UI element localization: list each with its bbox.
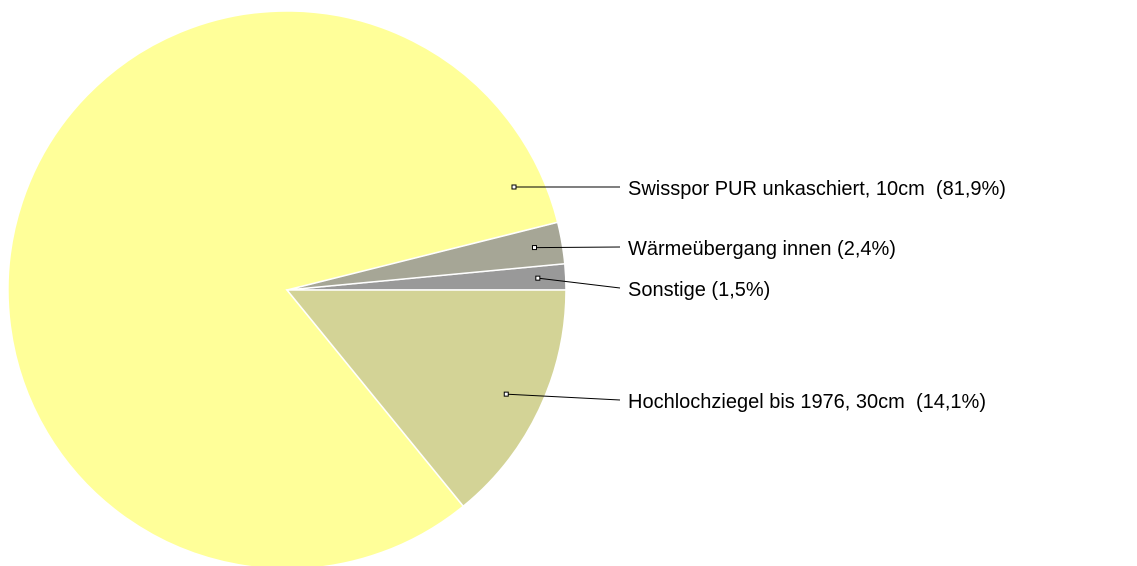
- slice-name: Wärmeübergang innen: [628, 238, 831, 260]
- leader-line: [537, 277, 621, 289]
- slice-label: Wärmeübergang innen (2,4%): [628, 238, 896, 260]
- leader-line: [534, 246, 621, 249]
- pie-slice: [285, 289, 567, 508]
- leader-marker: [503, 391, 509, 397]
- slice-name: Sonstige: [628, 279, 706, 301]
- slice-label: Swisspor PUR unkaschiert, 10cm (81,9%): [628, 178, 1006, 200]
- pie-slice: [7, 10, 559, 566]
- slice-value-label: (2,4%): [837, 238, 896, 260]
- slice-label: Sonstige (1,5%): [628, 279, 770, 301]
- slice-value-label: (1,5%): [711, 279, 770, 301]
- slice-name: Hochlochziegel bis 1976, 30cm: [628, 391, 905, 413]
- leader-line: [506, 393, 621, 401]
- slice-name: Swisspor PUR unkaschiert, 10cm: [628, 178, 925, 200]
- slice-value-label: (14,1%): [916, 391, 986, 413]
- slice-value-label: (81,9%): [936, 178, 1006, 200]
- leader-marker: [511, 184, 517, 190]
- leader-marker: [535, 275, 541, 281]
- leader-marker: [531, 245, 537, 251]
- slice-label: Hochlochziegel bis 1976, 30cm (14,1%): [628, 391, 986, 413]
